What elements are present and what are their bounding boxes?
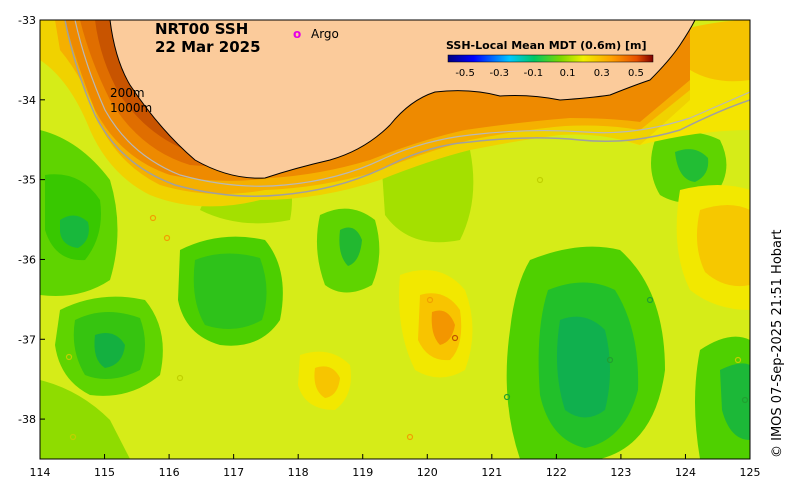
map-title: NRT00 SSH — [155, 20, 248, 38]
x-axis-ticks: 114 115 116 117 118 119 120 121 122 123 124 125 — [30, 454, 761, 479]
ssh-low-125-core — [720, 363, 750, 440]
argo-float — [176, 374, 184, 382]
argo-float — [163, 234, 171, 242]
x-tick-label: 119 — [352, 466, 373, 479]
ssh-field — [40, 20, 750, 459]
argo-float — [606, 356, 614, 364]
x-tick-label: 116 — [159, 466, 180, 479]
argo-float — [149, 214, 157, 222]
argo-float — [65, 353, 73, 361]
contour-label-200m: 200m — [110, 86, 145, 100]
y-tick-label: -35 — [18, 174, 36, 187]
colorbar-gradient — [447, 54, 654, 63]
map-date: 22 Mar 2025 — [155, 38, 261, 56]
colorbar-tick-label: 0.1 — [560, 68, 576, 79]
ssh-high-118-core — [314, 366, 340, 398]
x-tick-label: 114 — [30, 466, 51, 479]
argo-float — [406, 433, 414, 441]
contour-label-1000m: 1000m — [110, 101, 152, 115]
ssh-low-west-center — [60, 215, 89, 248]
x-tick-label: 124 — [675, 466, 696, 479]
y-tick-label: -37 — [18, 333, 36, 346]
argo-floats — [65, 176, 749, 441]
ssh-low-116-core — [193, 253, 267, 329]
argo-legend-label: Argo — [311, 27, 339, 41]
colorbar-tick-label: -0.5 — [455, 68, 475, 79]
y-tick-label: -33 — [18, 14, 36, 27]
colorbar-ticks: -0.5 -0.3 -0.1 0.1 0.3 0.5 — [455, 68, 644, 79]
x-tick-label: 122 — [546, 466, 567, 479]
ssh-low-119-core — [339, 227, 362, 266]
y-axis-ticks: -33 -34 -35 -36 -37 -38 — [18, 14, 45, 426]
plot-frame — [39, 19, 751, 460]
colorbar-title: SSH-Local Mean MDT (0.6m) [m] — [446, 39, 646, 52]
argo-float — [69, 433, 77, 441]
ssh-high-east-core — [696, 205, 750, 287]
contour-1000m — [64, 20, 750, 197]
ssh-low-122-center — [556, 316, 610, 418]
x-tick-label: 123 — [610, 466, 631, 479]
x-tick-label: 125 — [740, 466, 761, 479]
credit-text: © IMOS 07-Sep-2025 21:51 Hobart — [770, 230, 785, 458]
ssh-low-115-center — [94, 332, 125, 368]
argo-float — [426, 296, 434, 304]
x-tick-label: 117 — [223, 466, 244, 479]
argo-float — [741, 396, 749, 404]
colorbar-tick-label: -0.3 — [489, 68, 509, 79]
y-tick-label: -38 — [18, 413, 36, 426]
colorbar-tick-label: 0.3 — [594, 68, 610, 79]
ssh-high-120-center — [431, 310, 455, 345]
argo-legend-marker: o — [293, 27, 301, 41]
ssh-high-ne-core — [680, 20, 750, 82]
ssh-low-sw — [40, 380, 130, 459]
x-tick-label: 120 — [417, 466, 438, 479]
x-tick-label: 121 — [481, 466, 502, 479]
y-tick-label: -34 — [18, 94, 36, 107]
colorbar: SSH-Local Mean MDT (0.6m) [m] -0.5 -0.3 -0… — [446, 39, 654, 79]
colorbar-tick-label: -0.1 — [524, 68, 544, 79]
x-tick-label: 115 — [94, 466, 115, 479]
argo-float — [503, 393, 511, 401]
argo-float — [451, 334, 459, 342]
x-tick-label: 118 — [288, 466, 309, 479]
colorbar-tick-label: 0.5 — [628, 68, 644, 79]
argo-float — [646, 296, 654, 304]
argo-float — [734, 356, 742, 364]
y-tick-label: -36 — [18, 253, 36, 266]
contour-200m — [74, 20, 750, 187]
ssh-low-124-core — [675, 149, 709, 182]
argo-float — [536, 176, 544, 184]
